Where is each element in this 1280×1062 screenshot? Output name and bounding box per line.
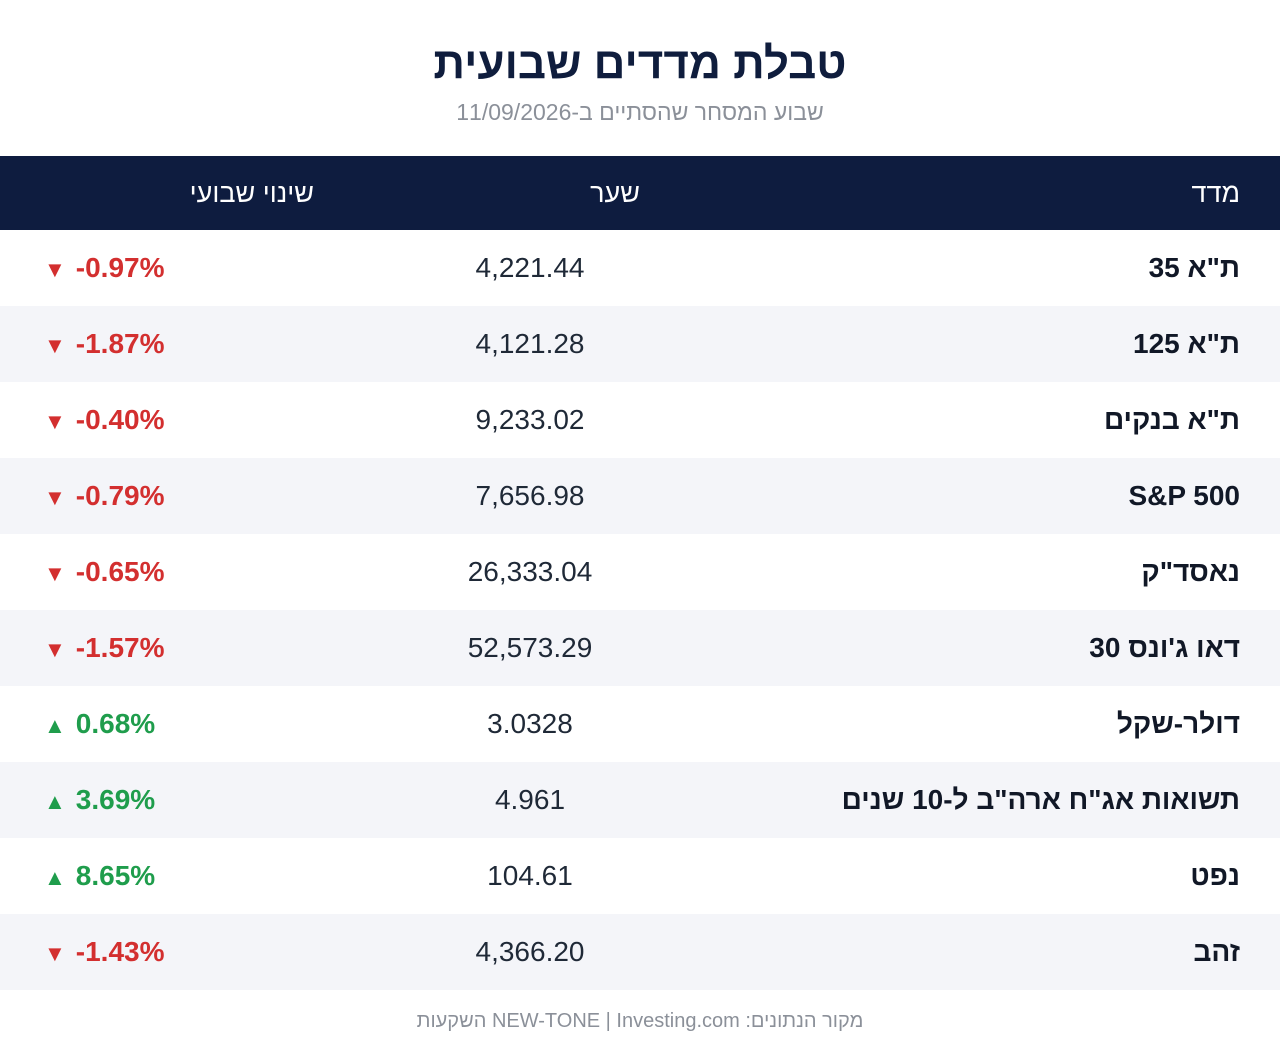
index-name: ת"א 125 — [1133, 328, 1240, 359]
index-rate: 7,656.98 — [475, 480, 585, 511]
index-name: ת"א בנקים — [1103, 404, 1240, 435]
column-header-index: מדד — [1191, 177, 1240, 208]
table-body: ת"א 35 4,221.44 ▼ -0.97% ת"א 125 4,121.28 ▼ -1.… — [0, 230, 1280, 990]
weekly-change-cell: ▲ 0.68% — [0, 686, 340, 762]
weekly-change-cell: ▲ 8.65% — [0, 838, 340, 914]
arrow-down-icon: ▼ — [44, 561, 66, 586]
table-row: ת"א 125 4,121.28 ▼ -1.87% — [0, 306, 1280, 382]
weekly-change-value: -1.57% — [75, 632, 165, 663]
index-rate: 104.61 — [487, 860, 573, 891]
weekly-change-cell: ▼ -0.79% — [0, 458, 340, 534]
source-footer: מקור הנתונים: NEW-TONE | Investing.com ה… — [416, 1010, 864, 1032]
weekly-change-value: 3.69% — [75, 784, 156, 815]
index-rate: 4,121.28 — [475, 328, 585, 359]
arrow-up-icon: ▲ — [44, 789, 66, 814]
index-rate: 9,233.02 — [475, 404, 585, 435]
column-header-weekly-change: שינוי שבועי — [189, 177, 314, 208]
weekly-change-value: -0.65% — [75, 556, 165, 587]
index-name: S&P 500 — [1128, 480, 1240, 511]
index-name: דולר-שקל — [1116, 708, 1240, 739]
table-row: דאו ג'ונס 30 52,573.29 ▼ -1.57% — [0, 610, 1280, 686]
index-rate: 52,573.29 — [467, 632, 593, 663]
page-title: טבלת מדדים שבועית — [433, 39, 847, 88]
arrow-down-icon: ▼ — [44, 333, 66, 358]
table-row: תשואות אג"ח ארה"ב ל-10 שנים 4.961 ▲ 3.69% — [0, 762, 1280, 838]
table-row: ת"א 35 4,221.44 ▼ -0.97% — [0, 230, 1280, 306]
index-name: דאו ג'ונס 30 — [1089, 632, 1240, 663]
weekly-change-cell: ▼ -1.57% — [0, 610, 340, 686]
column-header-rate: שער — [590, 177, 640, 208]
weekly-change-value: 8.65% — [75, 860, 156, 891]
index-name: נאסד"ק — [1141, 556, 1240, 587]
index-rate: 26,333.04 — [467, 556, 593, 587]
card-header: טבלת מדדים שבועית שבוע המסחר שהסתיים ב-1… — [0, 0, 1280, 125]
index-rate: 3.0328 — [487, 708, 573, 739]
table-row: זהב 4,366.20 ▼ -1.43% — [0, 914, 1280, 990]
weekly-change-cell: ▼ -0.40% — [0, 382, 340, 458]
arrow-down-icon: ▼ — [44, 257, 66, 282]
index-name: תשואות אג"ח ארה"ב ל-10 שנים — [841, 784, 1240, 815]
weekly-change-cell: ▼ -1.87% — [0, 306, 340, 382]
weekly-change-cell: ▼ -0.97% — [0, 230, 340, 306]
weekly-change-value: -0.79% — [75, 480, 165, 511]
weekly-change-value: -0.40% — [75, 404, 165, 435]
index-name: נפט — [1190, 860, 1240, 891]
arrow-down-icon: ▼ — [44, 409, 66, 434]
table-row: S&P 500 7,656.98 ▼ -0.79% — [0, 458, 1280, 534]
table-row: דולר-שקל 3.0328 ▲ 0.68% — [0, 686, 1280, 762]
page-subtitle: שבוע המסחר שהסתיים ב-11/09/2026 — [456, 99, 824, 125]
table-header: מדד שער שינוי שבועי — [0, 156, 1280, 230]
weekly-change-cell: ▲ 3.69% — [0, 762, 340, 838]
table-row: ת"א בנקים 9,233.02 ▼ -0.40% — [0, 382, 1280, 458]
table-row: נאסד"ק 26,333.04 ▼ -0.65% — [0, 534, 1280, 610]
weekly-change-cell: ▼ -1.43% — [0, 914, 340, 990]
index-rate: 4.961 — [494, 784, 566, 815]
index-rate: 4,221.44 — [475, 252, 585, 283]
weekly-change-value: -1.43% — [75, 936, 165, 967]
weekly-change-value: -1.87% — [75, 328, 165, 359]
index-rate: 4,366.20 — [475, 936, 585, 967]
arrow-down-icon: ▼ — [44, 637, 66, 662]
weekly-change-value: 0.68% — [75, 708, 156, 739]
index-name: ת"א 35 — [1148, 252, 1240, 283]
weekly-change-value: -0.97% — [75, 252, 165, 283]
arrow-up-icon: ▲ — [44, 713, 66, 738]
table-row: נפט 104.61 ▲ 8.65% — [0, 838, 1280, 914]
arrow-down-icon: ▼ — [44, 941, 66, 966]
indices-table: מדד שער שינוי שבועי ת"א 35 4,221.44 ▼ -0.97… — [0, 156, 1280, 990]
arrow-up-icon: ▲ — [44, 865, 66, 890]
arrow-down-icon: ▼ — [44, 485, 66, 510]
table-header-row: מדד שער שינוי שבועי — [0, 156, 1280, 230]
weekly-change-cell: ▼ -0.65% — [0, 534, 340, 610]
index-name: זהב — [1193, 936, 1240, 967]
